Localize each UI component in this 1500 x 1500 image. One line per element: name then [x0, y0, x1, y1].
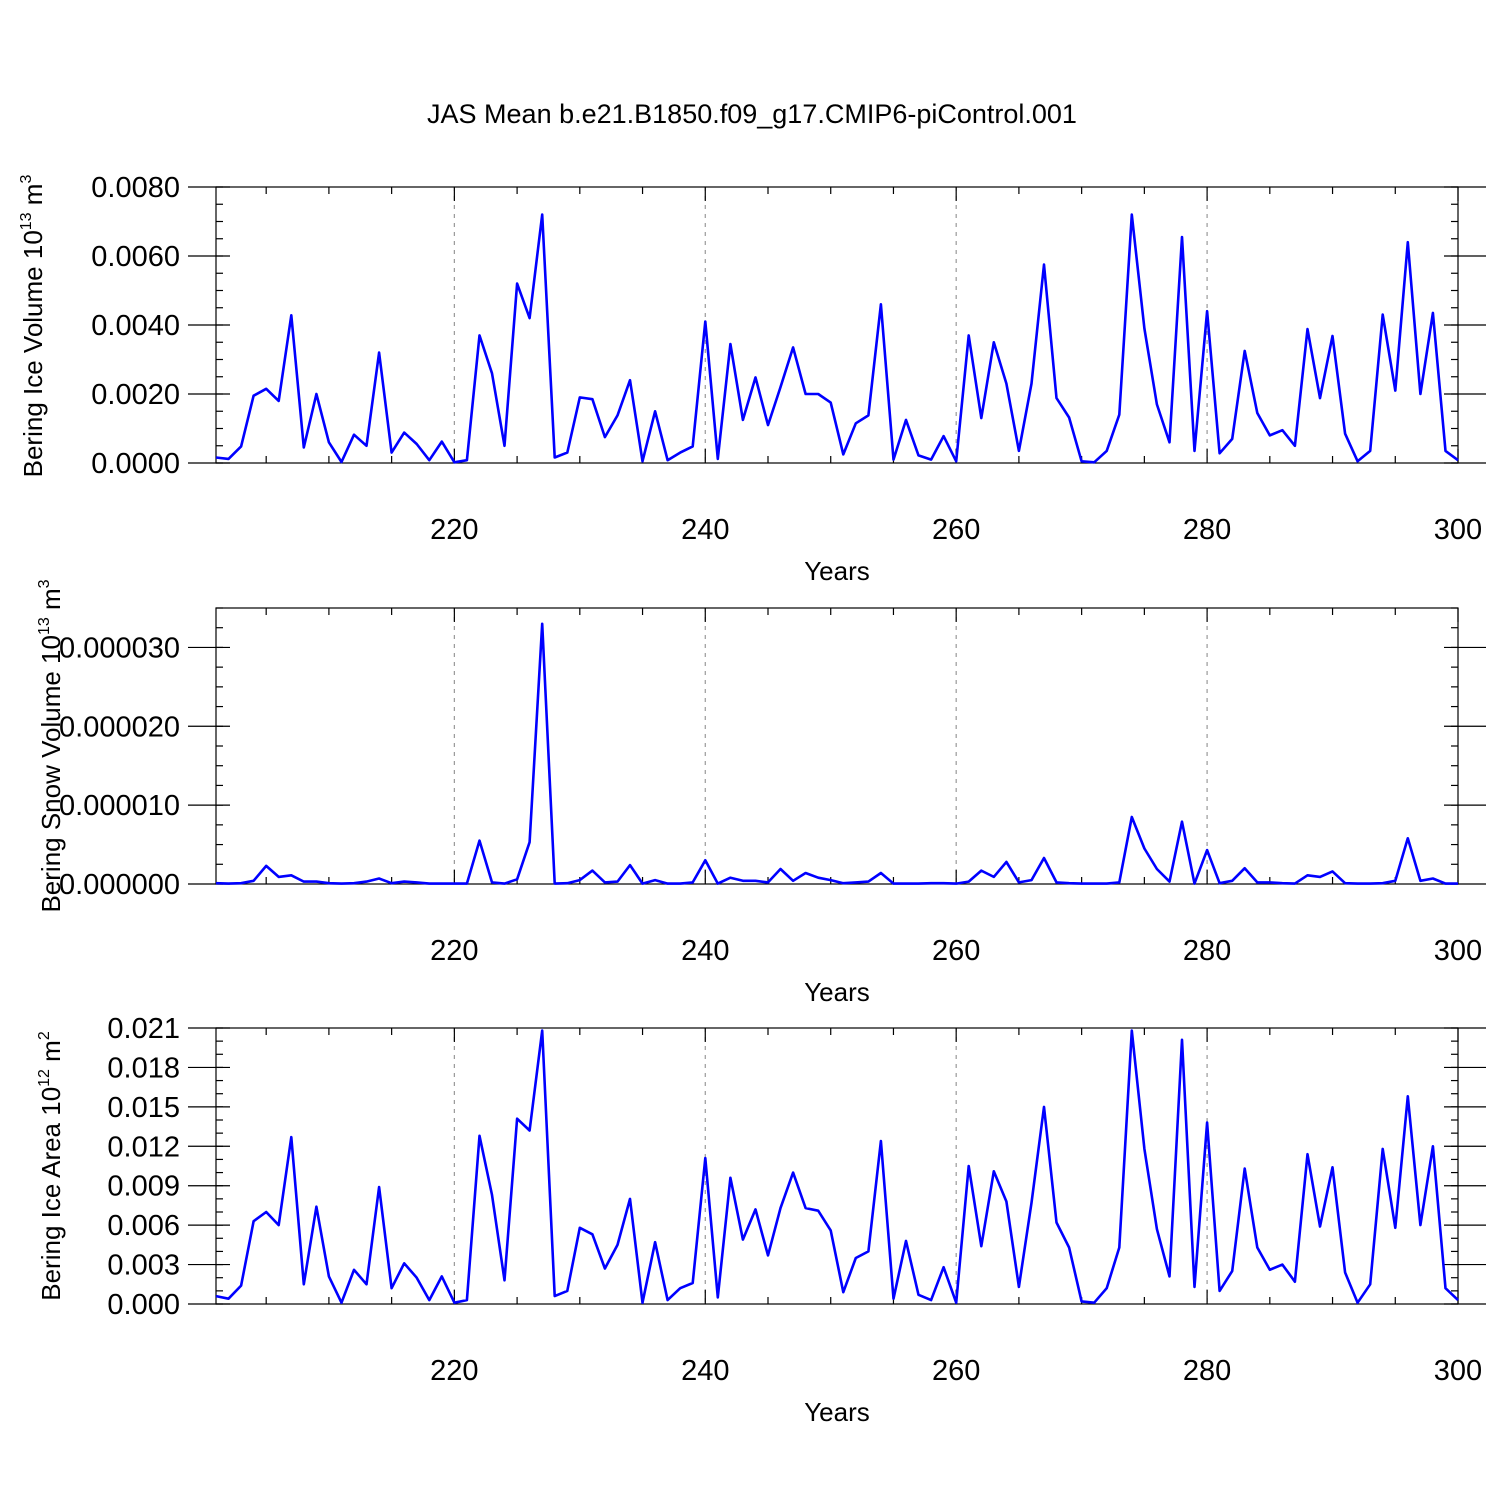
x-axis-label: Years	[804, 1397, 870, 1427]
y-tick-label: 0.009	[107, 1171, 180, 1203]
x-tick-label: 240	[681, 935, 729, 967]
x-tick-label: 260	[932, 935, 980, 967]
series-line	[215, 622, 1458, 885]
y-tick-label: 0.003	[107, 1250, 180, 1282]
y-axis-label-unit-exponent: 3	[36, 579, 53, 588]
x-tick-label: 280	[1183, 1355, 1231, 1387]
y-tick-label: 0.018	[107, 1052, 180, 1084]
y-axis-label-text: Bering Snow Volume 10	[36, 635, 66, 913]
y-tick-label: 0.0060	[91, 241, 180, 273]
y-tick-label: 0.0000	[91, 448, 180, 480]
plot-frame	[215, 607, 1459, 885]
y-axis-label-text: Bering Ice Volume 10	[18, 230, 48, 477]
y-axis-label-exponent: 13	[36, 617, 53, 635]
y-tick-label: 0.015	[107, 1092, 180, 1124]
panel-1: 220 240 260 280 300 Years 0.0000 0.0020 0.0040 0.…	[18, 172, 1486, 586]
y-axis-label-unit-exponent: 3	[18, 175, 35, 184]
plot-frame	[215, 1027, 1459, 1305]
x-axis-label: Years	[804, 977, 870, 1007]
y-axis-label-exponent: 12	[36, 1069, 53, 1087]
x-tick-label: 300	[1434, 935, 1482, 967]
y-tick-label: 0.021	[107, 1013, 180, 1045]
y-tick-label: 0.0080	[91, 172, 180, 204]
plot-frame	[215, 186, 1459, 464]
y-tick-label: 0.000020	[59, 711, 180, 743]
x-tick-label: 220	[430, 935, 478, 967]
y-axis-label-text: Bering Ice Area 10	[36, 1087, 66, 1301]
y-axis-label-exponent: 13	[18, 212, 35, 230]
panel-3: 220 240 260 280 300 Years 0.000 0.003 0.006 0.009…	[36, 1013, 1486, 1427]
y-tick-label: 0.006	[107, 1210, 180, 1242]
y-axis-label: Bering Snow Volume 1013 m3	[36, 579, 66, 912]
series-line	[215, 1029, 1459, 1304]
x-tick-label: 220	[430, 1355, 478, 1387]
y-axis-label-unit-exponent: 2	[36, 1031, 53, 1040]
x-tick-label: 240	[681, 1355, 729, 1387]
y-tick-label: 0.000	[107, 1289, 180, 1321]
y-tick-label: 0.012	[107, 1131, 180, 1163]
series-line	[215, 213, 1459, 464]
y-axis-label-unit: m	[18, 184, 48, 213]
x-tick-label: 260	[932, 1355, 980, 1387]
y-tick-label: 0.000030	[59, 632, 180, 664]
y-tick-label: 0.0040	[91, 310, 180, 342]
chart-title: JAS Mean b.e21.B1850.f09_g17.CMIP6-piCon…	[427, 99, 1077, 129]
x-tick-label: 280	[1183, 935, 1231, 967]
y-axis-label-unit: m	[36, 588, 66, 617]
y-axis-label-unit: m	[36, 1040, 66, 1069]
x-axis-label: Years	[804, 556, 870, 586]
x-tick-label: 280	[1183, 514, 1231, 546]
panel-2: 220 240 260 280 300 Years 0.000000 0.000010 0.00…	[36, 579, 1486, 1007]
y-axis-label: Bering Ice Area 1012 m2	[36, 1031, 66, 1301]
y-tick-label: 0.000010	[59, 790, 180, 822]
y-axis-label: Bering Ice Volume 1013 m3	[18, 175, 48, 478]
y-tick-label: 0.0020	[91, 379, 180, 411]
x-tick-label: 220	[430, 514, 478, 546]
x-tick-label: 240	[681, 514, 729, 546]
x-tick-label: 260	[932, 514, 980, 546]
x-tick-label: 300	[1434, 1355, 1482, 1387]
x-tick-label: 300	[1434, 514, 1482, 546]
y-tick-label: 0.000000	[59, 869, 180, 901]
